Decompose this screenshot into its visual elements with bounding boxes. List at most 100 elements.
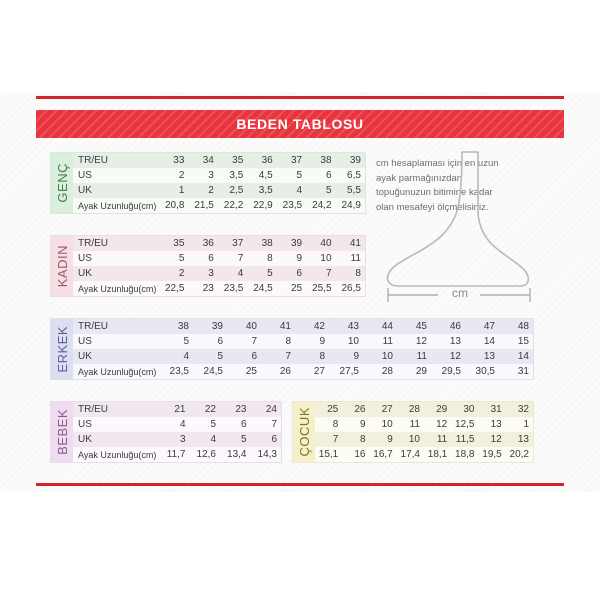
row-header: Ayak Uzunluğu(cm) <box>78 449 157 460</box>
cell: 13,4 <box>227 449 247 460</box>
foot-outline-icon <box>386 151 530 287</box>
row-values: 8 9 10 11 12 12,5 13 1 <box>315 419 533 430</box>
table-row: TR/EU 33 34 35 36 37 38 39 <box>73 153 365 168</box>
row-values: 11,7 12,6 13,4 14,3 <box>159 449 281 460</box>
cell: 24,5 <box>253 283 273 294</box>
cell: 9 <box>319 336 325 347</box>
table-label-genc: GENÇ <box>51 153 73 213</box>
cell: 7 <box>251 336 257 347</box>
cell: 26,5 <box>341 283 361 294</box>
cell: 29,5 <box>441 366 461 377</box>
cell: 30,5 <box>475 366 495 377</box>
row-values: 1 2 2,5 3,5 4 5 5,5 <box>159 185 365 196</box>
cell: 27 <box>313 366 325 377</box>
cell: 16 <box>354 449 366 460</box>
cell: 5,5 <box>347 185 361 196</box>
page-title: BEDEN TABLOSU <box>236 116 364 132</box>
cell: 11,7 <box>166 449 186 460</box>
cell: 14 <box>517 351 529 362</box>
row-header: US <box>78 170 92 181</box>
cell: 10 <box>381 419 393 430</box>
cell: 34 <box>202 155 214 166</box>
cell: 47 <box>483 321 495 332</box>
table-row: Ayak Uzunluğu(cm) 22,5 23 23,5 24,5 25 2… <box>73 281 365 296</box>
cell: 5 <box>240 434 247 445</box>
table-label-text: BEBEK <box>54 409 70 455</box>
cell: 10 <box>408 434 420 445</box>
cell: 12 <box>449 351 461 362</box>
cell: 27 <box>381 404 393 415</box>
cell: 5 <box>183 336 189 347</box>
size-table-kadin: KADIN TR/EU 35 36 37 38 39 40 41 US 5 <box>50 235 366 297</box>
cell: 4,5 <box>258 170 273 181</box>
row-header: US <box>78 253 92 264</box>
cell: 40 <box>320 238 332 249</box>
cell: 13 <box>490 419 502 430</box>
row-values: 5 6 7 8 9 10 11 12 13 14 15 <box>159 336 533 347</box>
cell: 39 <box>211 321 223 332</box>
table-label-text: GENÇ <box>54 163 70 203</box>
row-header: UK <box>78 268 92 279</box>
table-body: TR/EU 33 34 35 36 37 38 39 US 2 3 3,5 4,… <box>73 153 365 213</box>
size-table-bebek: BEBEK TR/EU 21 22 23 24 US 4 5 6 7 <box>50 401 282 463</box>
cell: 25 <box>290 283 303 294</box>
cell: 11 <box>382 336 393 347</box>
row-values: 4 5 6 7 8 9 10 11 12 13 14 <box>159 351 533 362</box>
cell: 6 <box>325 170 332 181</box>
table-row: 7 8 9 10 11 11,5 12 13 <box>315 432 533 447</box>
cell: 8 <box>319 351 325 362</box>
cell: 13 <box>517 434 529 445</box>
row-header: Ayak Uzunluğu(cm) <box>78 366 157 377</box>
table-label-bebek: BEBEK <box>51 402 73 462</box>
row-header: Ayak Uzunluğu(cm) <box>78 200 157 211</box>
cell: 38 <box>261 238 273 249</box>
cell: 1 <box>523 419 529 430</box>
foot-diagram <box>380 150 540 310</box>
cell: 10 <box>381 351 393 362</box>
row-header: TR/EU <box>78 155 108 166</box>
table-row: US 4 5 6 7 <box>73 417 281 432</box>
table-label-erkek: ERKEK <box>51 319 73 379</box>
table-row: UK 4 5 6 7 8 9 10 11 12 13 14 <box>73 349 533 364</box>
cell: 6 <box>296 268 303 279</box>
cell: 23,5 <box>282 200 303 211</box>
row-values: 35 36 37 38 39 40 41 <box>159 238 365 249</box>
cm-measure-arrow <box>387 288 531 302</box>
cell: 11 <box>409 419 420 430</box>
cell: 7 <box>271 419 277 430</box>
cell: 4 <box>296 185 303 196</box>
row-header: TR/EU <box>78 321 108 332</box>
cell: 8 <box>285 336 291 347</box>
row-values: 4 5 6 7 <box>159 419 281 430</box>
cell: 12,5 <box>455 419 475 430</box>
cell: 15,1 <box>318 449 339 460</box>
cell: 20,2 <box>509 449 529 460</box>
row-values: 20,8 21,5 22,2 22,9 23,5 24,2 24,9 <box>159 200 365 211</box>
row-header: UK <box>78 185 92 196</box>
cell: 18,8 <box>455 449 475 460</box>
cell: 38 <box>177 321 189 332</box>
cell: 9 <box>387 434 393 445</box>
cell: 21 <box>174 404 186 415</box>
row-header: TR/EU <box>78 238 108 249</box>
cell: 37 <box>232 238 244 249</box>
cell: 7 <box>285 351 291 362</box>
cell: 39 <box>349 155 361 166</box>
cell: 32 <box>517 404 529 415</box>
cell: 27,5 <box>339 366 359 377</box>
cell: 25 <box>245 366 257 377</box>
cell: 16,7 <box>373 449 393 460</box>
cell: 38 <box>320 155 332 166</box>
table-row: US 5 6 7 8 9 10 11 <box>73 251 365 266</box>
table-row: 25 26 27 28 29 30 31 32 <box>315 402 533 417</box>
cell: 30 <box>463 404 475 415</box>
table-body: TR/EU 21 22 23 24 US 4 5 6 7 UK <box>73 402 281 462</box>
cell: 14 <box>483 336 495 347</box>
row-header: UK <box>78 434 92 445</box>
cell: 6 <box>217 336 223 347</box>
cell: 8 <box>267 253 273 264</box>
table-label-text: KADIN <box>54 244 70 288</box>
cell: 7 <box>332 434 339 445</box>
cell: 29 <box>415 366 427 377</box>
cell: 21,5 <box>194 200 214 211</box>
